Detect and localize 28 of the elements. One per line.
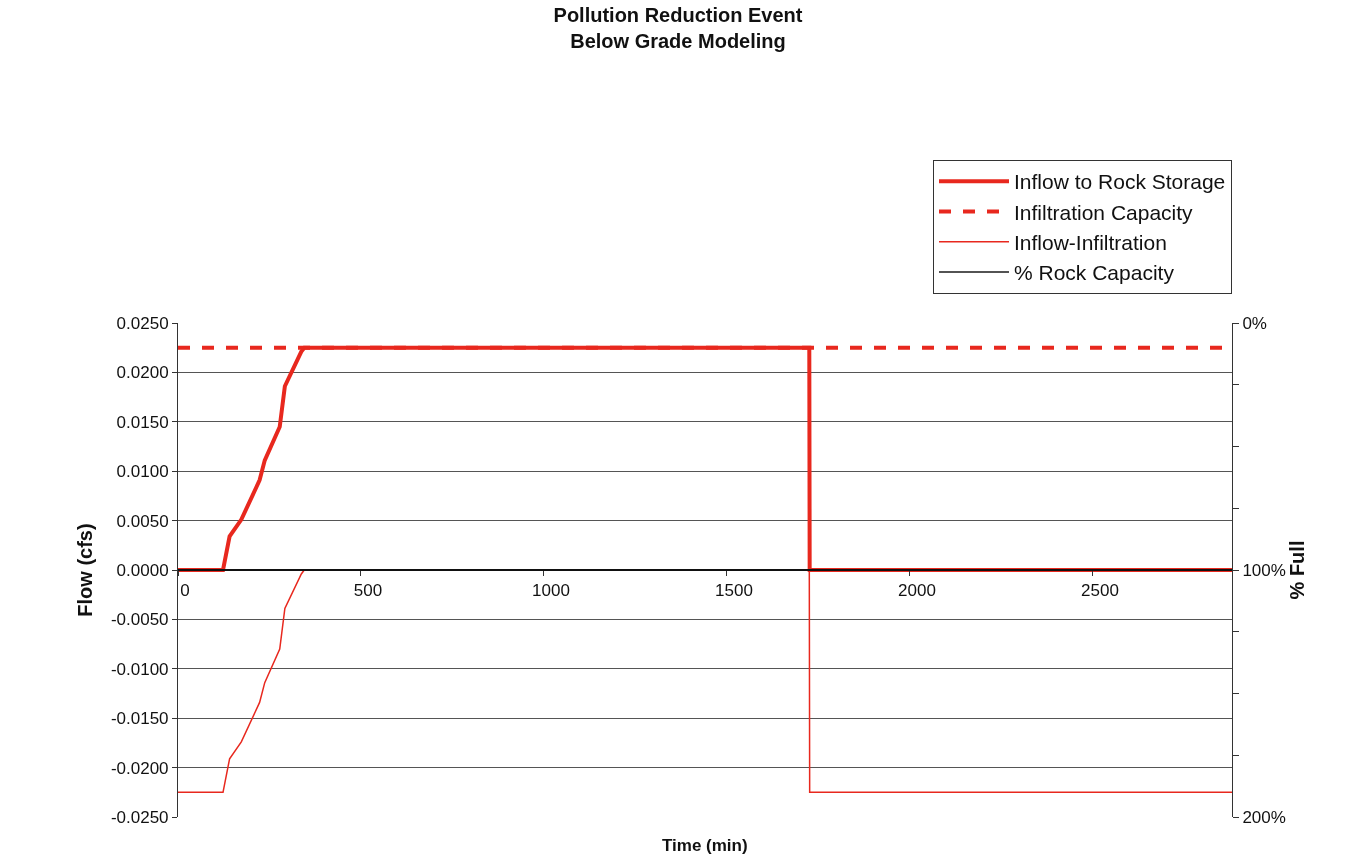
y-tick-label: 0.0200: [116, 363, 169, 383]
y-tick-label: 0.0100: [116, 462, 169, 482]
y-tick-label: -0.0100: [110, 659, 169, 679]
chart-title: Pollution Reduction Event Below Grade Modeling: [553, 3, 803, 52]
y-tick-label: -0.0200: [110, 758, 169, 778]
x-tick-label: 2000: [898, 581, 936, 601]
y-tick-label: -0.0050: [110, 610, 169, 630]
y-tick-label: 0.0000: [116, 560, 169, 580]
legend-label: Inflow-Infiltration: [1014, 230, 1167, 254]
y2-axis-title: % Full: [1285, 540, 1308, 600]
y-tick-label: -0.0150: [110, 709, 169, 729]
y-tick-label: -0.0250: [110, 807, 169, 827]
x-tick-label: 1500: [715, 581, 753, 601]
y-tick-label: 0.0250: [116, 313, 169, 333]
legend-label: Infiltration Capacity: [1014, 200, 1194, 224]
x-tick-label: 2500: [1081, 581, 1119, 601]
y-tick-label: 0.0150: [116, 412, 169, 432]
x-axis-title: Time (min): [662, 836, 748, 855]
x-tick-label: 0: [180, 581, 190, 601]
x-tick-label: 500: [353, 581, 383, 601]
legend-label: % Rock Capacity: [1014, 261, 1175, 285]
y2-tick-label: 0%: [1242, 313, 1267, 333]
legend-label: Inflow to Rock Storage: [1014, 170, 1226, 194]
x-tick-label: 1000: [532, 581, 570, 601]
y2-tick-label: 200%: [1242, 807, 1286, 827]
y-tick-label: 0.0050: [116, 511, 169, 531]
y2-tick-label: 100%: [1242, 560, 1286, 580]
y-axis-title: Flow (cfs): [74, 523, 97, 617]
